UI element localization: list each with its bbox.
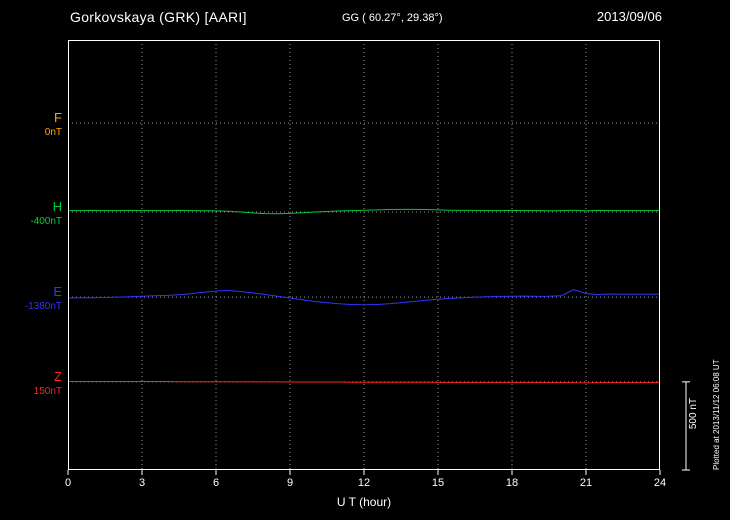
trace-H [68,208,660,215]
plot-date: 2013/09/06 [596,9,662,24]
plot-frame [68,40,660,470]
component-label-H: H -400nT [0,199,62,229]
x-tick-label: 0 [64,477,72,489]
component-letter: Z [54,369,62,384]
component-label-E: E -1380nT [0,284,62,314]
component-baseline-value: -400nT [30,216,62,227]
component-letter: F [54,110,62,125]
magnetogram-plot [67,40,690,475]
component-letter: H [52,199,62,214]
station-title: Gorkovskaya (GRK) [AARI] [70,9,247,25]
x-tick-label: 15 [431,477,445,489]
x-tick-label: 3 [138,477,146,489]
component-baseline-value: 150nT [33,386,62,397]
x-tick-label: 21 [579,477,593,489]
component-baseline-value: 0nT [44,127,62,138]
component-letter: E [53,284,62,299]
x-tick-label: 18 [505,477,519,489]
scale-bar-label: 500 nT [688,398,699,430]
x-tick-label: 24 [653,477,667,489]
geographic-coords: GG ( 60.27°, 29.38°) [342,12,443,24]
component-label-Z: Z 150nT [0,369,62,399]
x-axis-title: U T (hour) [336,495,392,509]
component-label-F: F 0nT [0,110,62,140]
trace-Z [68,381,660,384]
x-tick-label: 12 [357,477,371,489]
trace-E [67,289,661,306]
x-tick-label: 9 [286,477,294,489]
component-baseline-value: -1380nT [24,301,62,312]
x-tick-label: 6 [212,477,220,489]
plot-timestamp-note: Plotted at 2013/11/12 06:08 UT [712,359,721,470]
